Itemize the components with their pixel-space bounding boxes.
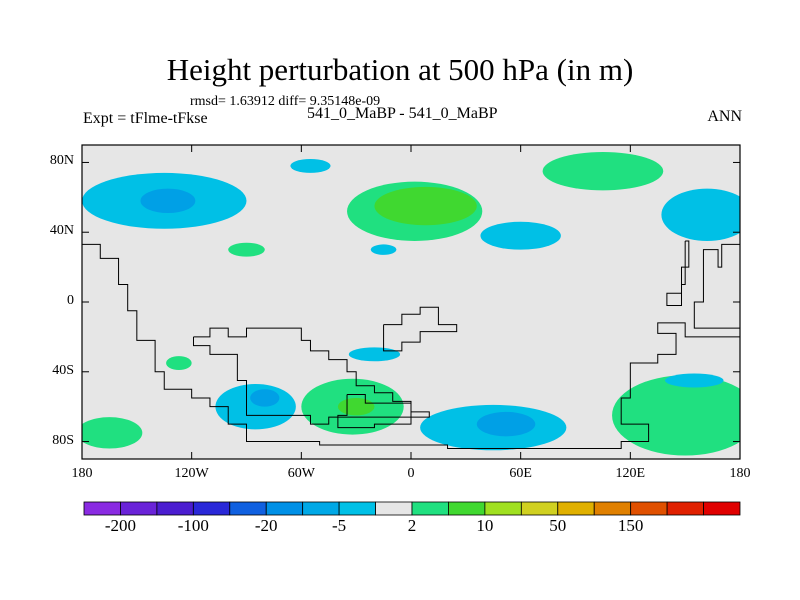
colorbar-swatch-6 [302,501,340,516]
anomaly-region-9 [661,188,740,241]
coastline-3 [383,306,458,352]
colorbar-label: 10 [476,516,494,535]
colorbar-swatch-8 [375,501,413,516]
anomaly-contours [82,151,740,456]
y-tick-label: 80S [52,432,74,448]
y-tick-label: 40S [52,362,74,378]
x-tick-label: 120W [174,466,209,481]
x-tick-label: 120E [615,466,646,481]
colorbar-swatch-12 [520,501,559,516]
anomaly-region-13 [250,389,280,407]
x-tick-label: 60E [509,466,532,481]
y-tick-label: 0 [67,293,74,308]
colorbar-swatch-4 [229,501,267,516]
season-label: ANN [707,108,742,125]
rmsd-label: rmsd= 1.63912 diff= 9.35148e-09 [190,94,381,109]
colorbar [83,501,741,516]
experiment-label: Expt = tFlme-tFkse [83,110,208,127]
colorbar-swatch-10 [448,501,486,516]
anomaly-region-1 [140,188,196,214]
anomaly-region-7 [480,221,561,250]
anomaly-region-2 [290,158,331,173]
anomaly-region-11 [348,347,401,362]
coastline-4 [693,243,740,329]
colorbar-swatch-15 [630,501,668,516]
anomaly-region-18 [612,375,740,456]
colorbar-swatch-11 [484,501,522,516]
colorbar-swatch-14 [593,501,632,516]
x-tick-label: 180 [729,466,751,481]
colorbar-swatch-16 [666,501,704,516]
coastline-0 [82,243,740,450]
colorbar-swatch-0 [83,501,121,516]
colorbar-label: -5 [332,516,347,535]
colorbar-label: -100 [177,516,209,535]
y-tick-label: 40N [49,223,74,239]
anomaly-region-20 [82,417,143,449]
colorbar-label: 50 [549,516,567,535]
anomaly-region-3 [228,242,265,257]
x-tick-label: 0 [407,466,415,481]
anomaly-region-5 [374,186,477,226]
colorbar-swatch-2 [156,501,194,516]
anomaly-region-6 [370,244,397,255]
colorbar-label: 2 [407,516,417,535]
colorbar-swatch-5 [265,501,304,516]
colorbar-swatch-9 [411,501,449,516]
x-tick-label: 180 [71,466,93,481]
anomaly-region-8 [542,151,664,191]
colorbar-label: -20 [254,516,278,535]
coastlines [82,240,740,450]
case-label: 541_0_MaBP - 541_0_MaBP [307,105,498,122]
colorbar-swatch-3 [192,501,231,516]
coastline-1 [192,327,430,425]
colorbar-label: 150 [617,516,644,535]
colorbar-swatch-17 [703,501,741,516]
anomaly-region-10 [166,356,192,371]
anomaly-region-15 [337,397,375,416]
colorbar-swatch-7 [338,501,376,516]
anomaly-region-17 [476,411,536,437]
colorbar-label: -200 [104,516,137,535]
plot-title: Height perturbation at 500 hPa (in m) [166,52,634,87]
coastline-2 [337,393,412,429]
axis-ticks [81,145,741,459]
colorbar-swatch-1 [120,501,158,516]
y-tick-label: 80N [49,153,74,169]
x-tick-label: 60W [287,466,315,481]
colorbar-swatch-13 [557,501,595,516]
coastline-5 [666,240,690,306]
anomaly-region-19 [665,373,724,388]
